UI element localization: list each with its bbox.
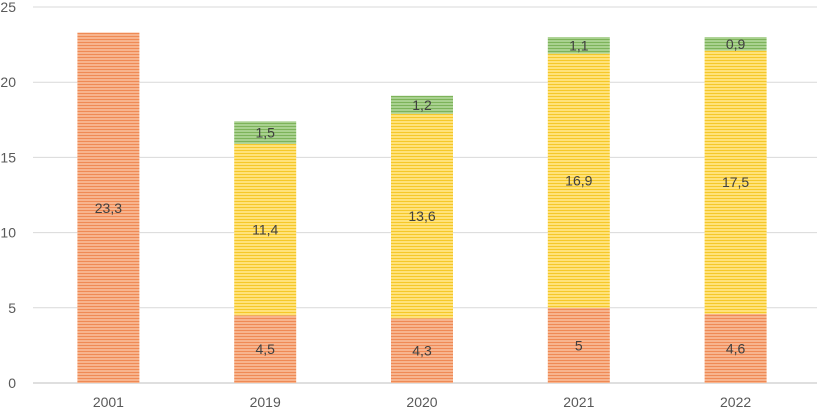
- x-tick-label: 2019: [250, 394, 281, 410]
- bar-segment: [704, 313, 767, 383]
- bar-segment: [234, 315, 297, 383]
- bars: [77, 32, 767, 384]
- data-label: 11,4: [252, 222, 278, 238]
- y-tick-label: 15: [0, 149, 16, 165]
- x-tick-label: 2021: [563, 394, 594, 410]
- bar-segment: [234, 143, 297, 316]
- bar-segment: [77, 32, 140, 384]
- data-label: 1,1: [569, 37, 589, 53]
- x-tick-label: 2022: [720, 394, 751, 410]
- bar-segment: [704, 50, 767, 314]
- x-tick-label: 2001: [93, 394, 124, 410]
- y-tick-label: 20: [0, 74, 16, 90]
- x-tick-label: 2020: [406, 394, 437, 410]
- data-label: 13,6: [408, 208, 435, 224]
- data-label: 0,9: [726, 36, 746, 52]
- bar-segment: [547, 37, 610, 54]
- data-label: 1,2: [412, 97, 432, 113]
- bar-segment: [704, 37, 767, 51]
- y-tick-label: 5: [8, 300, 16, 316]
- y-tick-label: 10: [0, 225, 16, 241]
- data-label: 23,3: [95, 200, 122, 216]
- data-label: 4,5: [255, 341, 275, 357]
- bar-segment: [391, 318, 453, 383]
- data-label: 4,6: [726, 340, 746, 356]
- y-axis-ticks: 0 5 10 15 20 25: [0, 0, 16, 391]
- data-label: 4,3: [412, 343, 432, 359]
- bar-segment: [547, 53, 610, 308]
- bar-segment: [391, 95, 453, 114]
- data-label: 16,9: [565, 173, 592, 189]
- data-label: 5: [575, 337, 583, 353]
- y-tick-label: 25: [0, 0, 16, 15]
- y-tick-label: 0: [8, 375, 16, 391]
- x-axis-ticks: 2001 2019 2020 2021 2022: [93, 394, 752, 410]
- bar-segment: [391, 113, 453, 319]
- bar-segment: [547, 307, 610, 383]
- data-label: 17,5: [722, 174, 749, 190]
- data-label: 1,5: [255, 125, 275, 141]
- bar-segment: [234, 121, 297, 144]
- data-labels: 23,3 4,5 11,4 1,5 4,3 13,6 1,2 5 16,9 1,1 4,6 17,5 0…: [95, 36, 750, 359]
